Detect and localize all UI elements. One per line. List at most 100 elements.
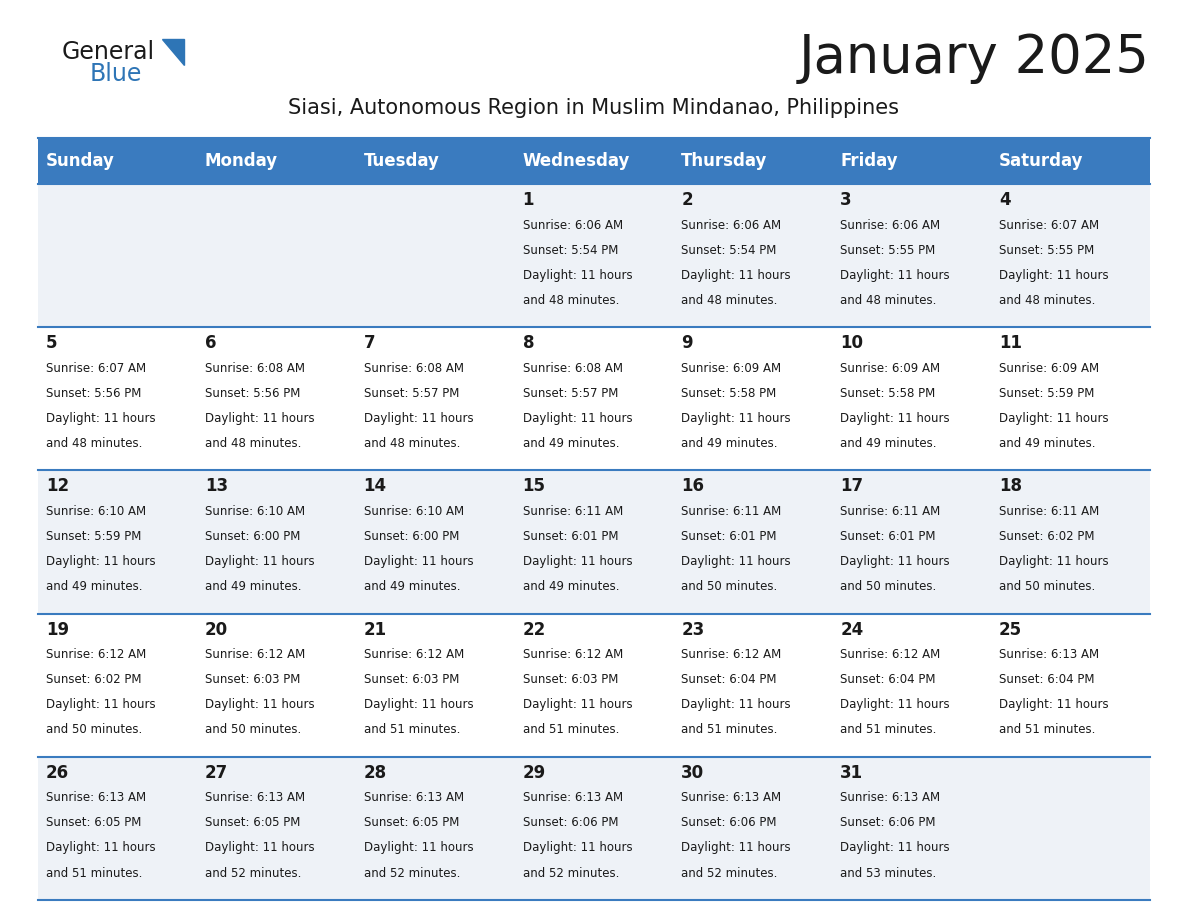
Text: Sunset: 5:59 PM: Sunset: 5:59 PM [46, 530, 141, 543]
Text: General: General [62, 40, 156, 64]
Text: Sunday: Sunday [46, 152, 115, 170]
Text: Daylight: 11 hours: Daylight: 11 hours [999, 699, 1108, 711]
Text: Sunrise: 6:12 AM: Sunrise: 6:12 AM [204, 648, 305, 661]
Text: Daylight: 11 hours: Daylight: 11 hours [999, 269, 1108, 282]
Text: 18: 18 [999, 477, 1022, 496]
Text: Daylight: 11 hours: Daylight: 11 hours [46, 412, 156, 425]
Text: and 49 minutes.: and 49 minutes. [682, 437, 778, 450]
Text: Sunset: 6:06 PM: Sunset: 6:06 PM [523, 816, 618, 830]
Text: 31: 31 [840, 764, 864, 782]
Text: Sunset: 5:58 PM: Sunset: 5:58 PM [840, 386, 935, 400]
Text: Daylight: 11 hours: Daylight: 11 hours [682, 269, 791, 282]
Text: Blue: Blue [90, 62, 143, 86]
Text: Sunrise: 6:11 AM: Sunrise: 6:11 AM [682, 505, 782, 518]
Text: Sunrise: 6:10 AM: Sunrise: 6:10 AM [364, 505, 463, 518]
Text: Daylight: 11 hours: Daylight: 11 hours [364, 699, 473, 711]
Bar [514, 138, 674, 184]
Text: 8: 8 [523, 334, 535, 353]
Text: Sunrise: 6:13 AM: Sunrise: 6:13 AM [46, 791, 146, 804]
Text: and 49 minutes.: and 49 minutes. [46, 580, 143, 593]
Bar [38, 138, 197, 184]
Bar [991, 138, 1150, 184]
Text: Sunset: 6:03 PM: Sunset: 6:03 PM [523, 673, 618, 687]
Text: 9: 9 [682, 334, 693, 353]
Text: Sunrise: 6:11 AM: Sunrise: 6:11 AM [840, 505, 941, 518]
Text: Sunset: 6:02 PM: Sunset: 6:02 PM [999, 530, 1094, 543]
Text: Sunset: 6:01 PM: Sunset: 6:01 PM [682, 530, 777, 543]
Text: Sunset: 5:55 PM: Sunset: 5:55 PM [840, 243, 935, 257]
Text: Sunrise: 6:13 AM: Sunrise: 6:13 AM [204, 791, 305, 804]
Text: Sunset: 6:00 PM: Sunset: 6:00 PM [204, 530, 301, 543]
Text: Sunrise: 6:08 AM: Sunrise: 6:08 AM [204, 362, 305, 375]
Text: and 48 minutes.: and 48 minutes. [364, 437, 460, 450]
Text: and 51 minutes.: and 51 minutes. [682, 723, 778, 736]
Bar [38, 470, 1150, 613]
Text: Sunrise: 6:12 AM: Sunrise: 6:12 AM [682, 648, 782, 661]
Text: 4: 4 [999, 191, 1011, 209]
Polygon shape [162, 39, 184, 65]
Text: Sunset: 6:02 PM: Sunset: 6:02 PM [46, 673, 141, 687]
Bar [833, 138, 991, 184]
Text: and 50 minutes.: and 50 minutes. [204, 723, 301, 736]
Text: Daylight: 11 hours: Daylight: 11 hours [840, 269, 950, 282]
Text: 6: 6 [204, 334, 216, 353]
Text: 26: 26 [46, 764, 69, 782]
Text: Sunset: 6:03 PM: Sunset: 6:03 PM [204, 673, 301, 687]
Text: and 48 minutes.: and 48 minutes. [46, 437, 143, 450]
Text: Daylight: 11 hours: Daylight: 11 hours [523, 269, 632, 282]
Text: 25: 25 [999, 621, 1022, 639]
Text: Daylight: 11 hours: Daylight: 11 hours [364, 412, 473, 425]
Text: Sunset: 6:03 PM: Sunset: 6:03 PM [364, 673, 459, 687]
Bar [38, 756, 1150, 900]
Text: Daylight: 11 hours: Daylight: 11 hours [364, 842, 473, 855]
Text: Saturday: Saturday [999, 152, 1083, 170]
Text: Daylight: 11 hours: Daylight: 11 hours [682, 699, 791, 711]
Bar [38, 613, 1150, 756]
Text: and 52 minutes.: and 52 minutes. [204, 867, 302, 879]
Text: 12: 12 [46, 477, 69, 496]
Text: and 48 minutes.: and 48 minutes. [999, 294, 1095, 307]
Text: Sunset: 5:56 PM: Sunset: 5:56 PM [204, 386, 301, 400]
Text: 20: 20 [204, 621, 228, 639]
Text: Daylight: 11 hours: Daylight: 11 hours [46, 699, 156, 711]
Text: Daylight: 11 hours: Daylight: 11 hours [840, 412, 950, 425]
Text: Sunset: 6:05 PM: Sunset: 6:05 PM [46, 816, 141, 830]
Text: 29: 29 [523, 764, 545, 782]
Text: and 52 minutes.: and 52 minutes. [523, 867, 619, 879]
Text: Daylight: 11 hours: Daylight: 11 hours [999, 555, 1108, 568]
Text: 17: 17 [840, 477, 864, 496]
Text: Sunrise: 6:07 AM: Sunrise: 6:07 AM [999, 218, 1099, 231]
Text: and 53 minutes.: and 53 minutes. [840, 867, 936, 879]
Text: Daylight: 11 hours: Daylight: 11 hours [364, 555, 473, 568]
Text: Sunset: 5:54 PM: Sunset: 5:54 PM [523, 243, 618, 257]
Text: Sunset: 6:05 PM: Sunset: 6:05 PM [204, 816, 301, 830]
Text: Sunset: 5:54 PM: Sunset: 5:54 PM [682, 243, 777, 257]
Text: Daylight: 11 hours: Daylight: 11 hours [840, 555, 950, 568]
Text: Sunrise: 6:13 AM: Sunrise: 6:13 AM [523, 791, 623, 804]
Text: 7: 7 [364, 334, 375, 353]
Text: 30: 30 [682, 764, 704, 782]
Text: Daylight: 11 hours: Daylight: 11 hours [523, 699, 632, 711]
Text: Sunrise: 6:09 AM: Sunrise: 6:09 AM [999, 362, 1099, 375]
Text: Sunset: 5:58 PM: Sunset: 5:58 PM [682, 386, 777, 400]
Text: and 51 minutes.: and 51 minutes. [364, 723, 460, 736]
Text: Sunset: 6:00 PM: Sunset: 6:00 PM [364, 530, 459, 543]
Text: Daylight: 11 hours: Daylight: 11 hours [999, 412, 1108, 425]
Text: Sunset: 6:01 PM: Sunset: 6:01 PM [523, 530, 618, 543]
Text: Sunrise: 6:12 AM: Sunrise: 6:12 AM [364, 648, 463, 661]
Text: and 51 minutes.: and 51 minutes. [840, 723, 936, 736]
Text: Sunset: 6:04 PM: Sunset: 6:04 PM [682, 673, 777, 687]
Text: 13: 13 [204, 477, 228, 496]
Text: Thursday: Thursday [682, 152, 767, 170]
Text: Wednesday: Wednesday [523, 152, 630, 170]
Text: Daylight: 11 hours: Daylight: 11 hours [204, 699, 315, 711]
Text: Daylight: 11 hours: Daylight: 11 hours [523, 555, 632, 568]
Text: Monday: Monday [204, 152, 278, 170]
Text: 3: 3 [840, 191, 852, 209]
Text: and 50 minutes.: and 50 minutes. [840, 580, 936, 593]
Text: 2: 2 [682, 191, 693, 209]
Text: 1: 1 [523, 191, 535, 209]
Text: Sunrise: 6:10 AM: Sunrise: 6:10 AM [46, 505, 146, 518]
Text: Sunrise: 6:06 AM: Sunrise: 6:06 AM [682, 218, 782, 231]
Text: Daylight: 11 hours: Daylight: 11 hours [840, 699, 950, 711]
